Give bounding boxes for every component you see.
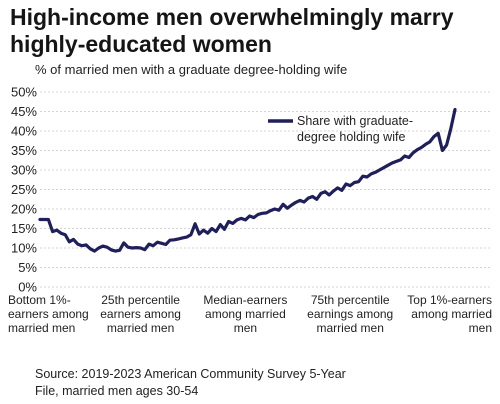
- legend-label-line: degree holding wife: [297, 130, 405, 144]
- x-category-label: Bottom 1%-earners among married men: [8, 293, 89, 335]
- source-line-1: Source: 2019-2023 American Community Sur…: [35, 367, 346, 381]
- x-category-line: earners among: [8, 307, 89, 321]
- y-tick-label: 50%: [11, 85, 37, 100]
- series-line: [38, 107, 457, 253]
- x-category-line: Top 1%-earners: [407, 293, 492, 307]
- y-tick-label: 35%: [11, 143, 37, 158]
- gridlines: [40, 91, 492, 288]
- y-tick-label: 0%: [18, 280, 37, 295]
- y-tick-label: 30%: [11, 163, 37, 178]
- x-category-line: married men: [317, 321, 384, 335]
- y-tick-label: 15%: [11, 221, 37, 236]
- x-category-line: among married: [411, 307, 492, 321]
- y-tick-label: 10%: [11, 241, 37, 256]
- legend-label: Share with graduate-degree holding wife: [297, 114, 413, 144]
- legend-label-line: Share with graduate-: [297, 114, 413, 128]
- x-category-label: Median-earners among married men: [203, 293, 287, 335]
- x-category-label: 25th percentile earners among married men: [100, 293, 181, 335]
- x-category-line: earners among: [100, 307, 181, 321]
- x-category-line: 25th percentile: [101, 293, 180, 307]
- x-category-label: Top 1%-earners among married men: [407, 293, 492, 335]
- x-category-line: earnings among: [307, 307, 393, 321]
- x-category-label: 75th percentile earnings among married men: [307, 293, 393, 335]
- x-category-line: married men: [8, 321, 75, 335]
- source-note: Source: 2019-2023 American Community Sur…: [35, 366, 475, 400]
- x-category-line: married men: [107, 321, 174, 335]
- y-tick-label: 5%: [18, 260, 37, 275]
- y-tick-label: 20%: [11, 202, 37, 217]
- x-category-line: Median-earners: [203, 293, 287, 307]
- y-tick-label: 45%: [11, 104, 37, 119]
- y-tick-label: 25%: [11, 182, 37, 197]
- series-layer: [38, 107, 457, 253]
- x-category-line: among married: [205, 307, 286, 321]
- y-tick-label: 40%: [11, 124, 37, 139]
- legend: Share with graduate-degree holding wife: [268, 114, 413, 144]
- x-category-line: men: [469, 321, 492, 335]
- x-category-line: 75th percentile: [311, 293, 390, 307]
- x-category-line: Bottom 1%-: [8, 293, 71, 307]
- x-category-line: men: [234, 321, 257, 335]
- chart-title: High-income men overwhelmingly marry hig…: [10, 4, 454, 57]
- source-line-2: File, married men ages 30-54: [35, 384, 199, 398]
- y-axis-ticks: 0% 5% 10% 15% 20% 25% 30% 35% 40% 45% 50%: [11, 85, 37, 295]
- chart-subtitle: % of married men with a graduate degree-…: [35, 62, 348, 77]
